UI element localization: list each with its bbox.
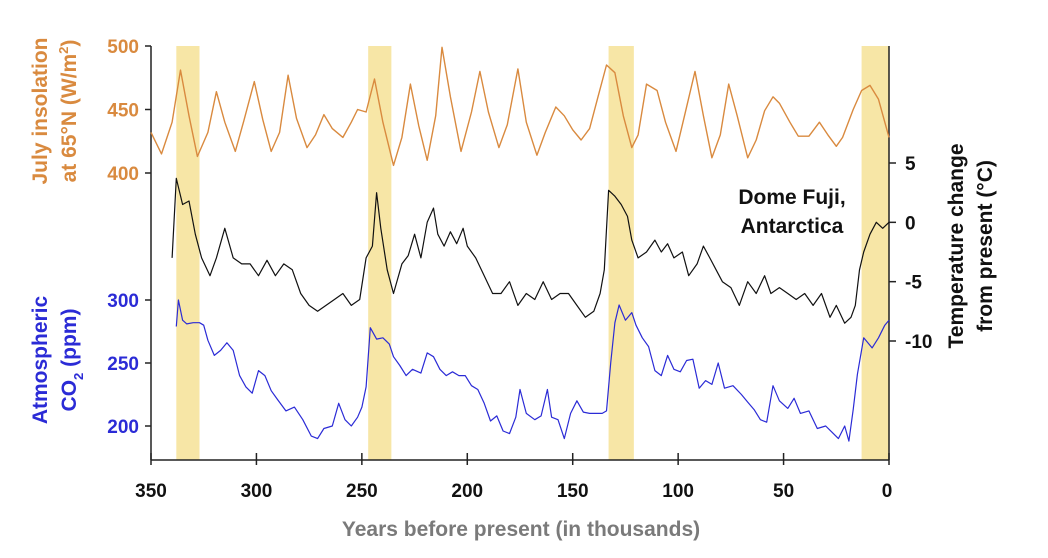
co2-tick-label: 250 bbox=[107, 354, 139, 375]
temperature-tick-label: -10 bbox=[905, 332, 932, 353]
co2-unit-rest: (ppm) bbox=[58, 309, 81, 373]
series-line-0 bbox=[150, 46, 890, 167]
interglacial-band bbox=[861, 46, 889, 460]
interglacial-band bbox=[608, 46, 634, 460]
co2-unit-sub: 2 bbox=[71, 373, 86, 380]
x-tick-label: 150 bbox=[557, 481, 589, 502]
interglacial-bands bbox=[176, 46, 889, 460]
series-line-1 bbox=[171, 177, 890, 324]
x-tick-label: 350 bbox=[135, 481, 167, 502]
axis-ticks bbox=[145, 45, 896, 465]
insolation-unit-sup: 2 bbox=[56, 47, 71, 54]
data-series bbox=[150, 46, 890, 442]
temperature-axis-title-line1: Temperature change bbox=[945, 143, 968, 348]
x-tick-label: 50 bbox=[773, 481, 794, 502]
insolation-unit-text: at 65°N (W/m bbox=[58, 54, 81, 183]
temperature-tick-labels: 5 0 -5 -10 bbox=[905, 154, 932, 353]
insolation-axis-title-line2: at 65°N (W/m2) bbox=[56, 40, 81, 183]
interglacial-band bbox=[368, 46, 392, 460]
temperature-axis-title-line2: from present (°C) bbox=[974, 160, 997, 332]
co2-tick-label: 300 bbox=[107, 291, 139, 312]
temperature-tick-label: -5 bbox=[905, 273, 922, 294]
insolation-unit-close: ) bbox=[58, 40, 81, 47]
temperature-tick-label: 0 bbox=[905, 213, 916, 234]
temperature-tick-label: 5 bbox=[905, 154, 916, 175]
dome-fuji-label-line1: Dome Fuji, bbox=[738, 186, 845, 209]
insolation-tick-labels: 400 450 500 bbox=[107, 37, 139, 185]
x-tick-label: 100 bbox=[662, 481, 694, 502]
x-axis-title: Years before present (in thousands) bbox=[342, 518, 700, 541]
x-tick-label: 300 bbox=[241, 481, 273, 502]
insolation-tick-label: 450 bbox=[107, 101, 139, 122]
insolation-axis-title-line1: July insolation bbox=[29, 37, 52, 184]
interglacial-band bbox=[176, 46, 200, 460]
insolation-tick-label: 400 bbox=[107, 164, 139, 185]
co2-tick-labels: 200 250 300 bbox=[107, 291, 139, 438]
x-tick-label: 250 bbox=[346, 481, 378, 502]
co2-axis-title-line2: CO2 (ppm) bbox=[58, 309, 86, 412]
co2-axis-title-line1: Atmospheric bbox=[29, 296, 52, 425]
x-tick-labels: 350 300 250 200 150 100 50 0 bbox=[135, 481, 892, 502]
insolation-tick-label: 500 bbox=[107, 37, 139, 58]
dome-fuji-label-line2: Antarctica bbox=[741, 215, 844, 238]
co2-tick-label: 200 bbox=[107, 417, 139, 438]
x-tick-label: 200 bbox=[451, 481, 483, 502]
co2-unit-text: CO bbox=[58, 380, 81, 412]
x-tick-label: 0 bbox=[882, 481, 893, 502]
series-line-2 bbox=[175, 299, 890, 442]
